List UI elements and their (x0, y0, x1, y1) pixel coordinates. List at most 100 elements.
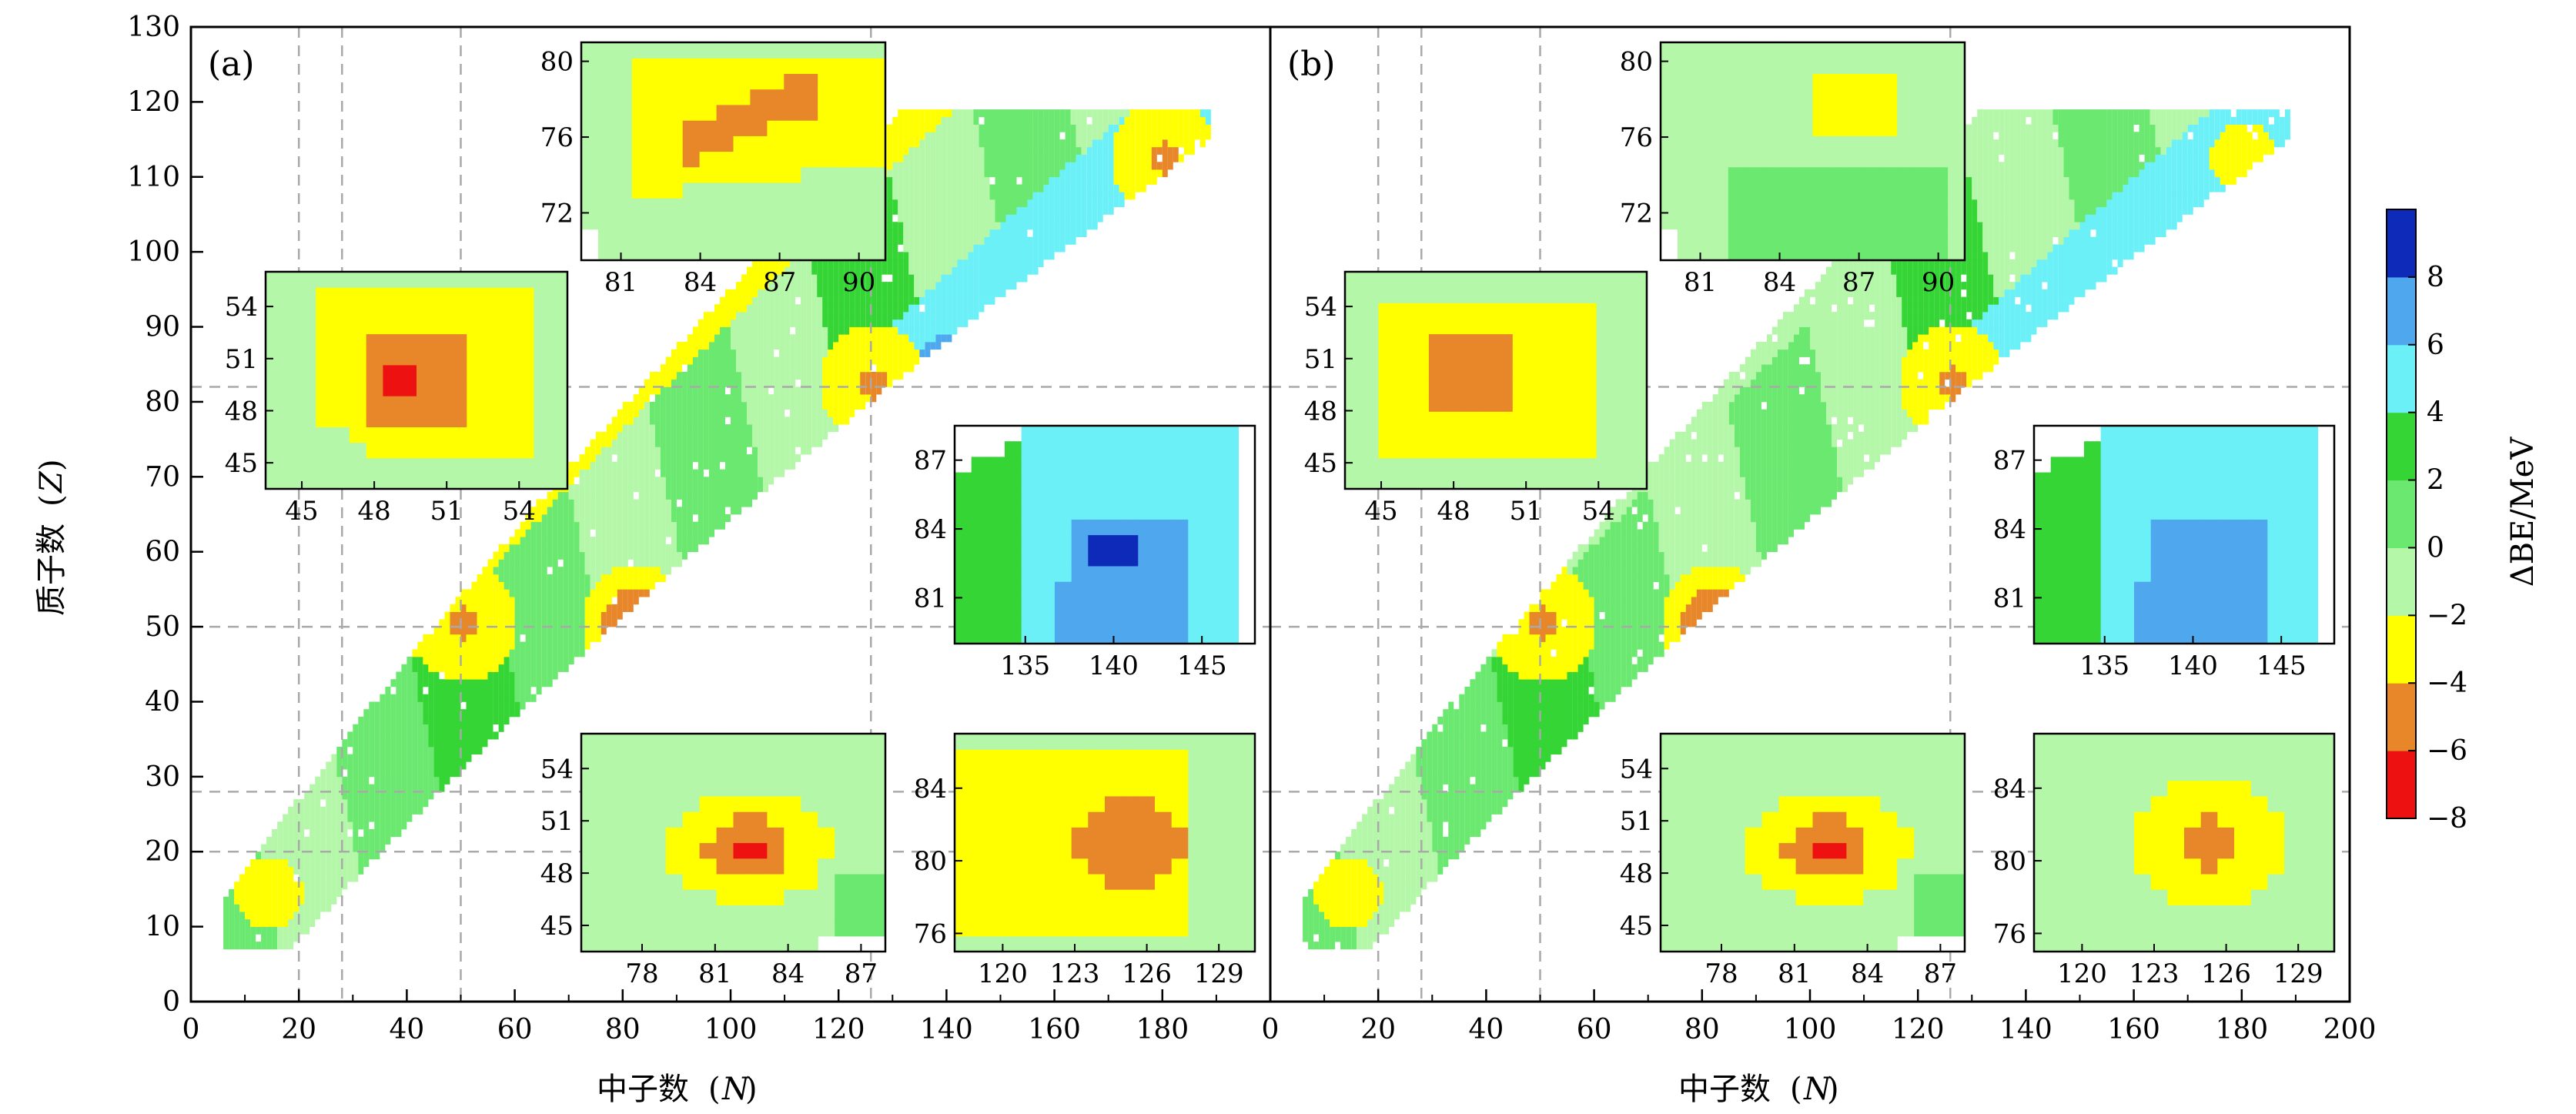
heatmap-cell (309, 836, 316, 845)
heatmap-cell (509, 544, 515, 553)
heatmap-cell (557, 581, 564, 590)
heatmap-cell (477, 657, 483, 665)
heatmap-cell (758, 477, 764, 485)
heatmap-cell (444, 761, 450, 770)
heatmap-cell (681, 386, 687, 395)
heatmap-cell (801, 312, 807, 320)
heatmap-cell (1146, 124, 1152, 132)
heatmap-cell (450, 739, 456, 748)
heatmap-cell (736, 447, 741, 455)
heatmap-cell (758, 394, 764, 403)
heatmap-cell (1378, 866, 1384, 875)
heatmap-cell (758, 356, 764, 365)
heatmap-cell (941, 334, 947, 343)
heatmap-cell (412, 799, 418, 808)
heatmap-cell (806, 416, 812, 425)
heatmap-cell (1097, 184, 1103, 192)
heatmap-cell (714, 521, 720, 530)
heatmap-cell (477, 634, 483, 642)
heatmap-cell (660, 507, 666, 515)
heatmap-cell (509, 671, 515, 680)
heatmap-cell (887, 342, 893, 350)
heatmap-cell (1070, 176, 1076, 185)
heatmap-cell (871, 349, 877, 357)
heatmap-cell (790, 356, 796, 365)
heatmap-cell (1097, 146, 1103, 155)
heatmap-cell (903, 282, 909, 290)
heatmap-cell (563, 634, 569, 642)
heatmap-cell (229, 942, 235, 950)
heatmap-cell (973, 252, 979, 260)
heatmap-cell (930, 109, 936, 118)
heatmap-cell (342, 739, 348, 748)
heatmap-cell (860, 356, 866, 365)
heatmap-cell (957, 154, 963, 162)
heatmap-cell (525, 537, 531, 545)
heatmap-cell (979, 304, 985, 313)
heatmap-cell (622, 484, 628, 493)
heatmap-cell (299, 844, 305, 852)
heatmap-cell (801, 304, 807, 313)
heatmap-cell (968, 296, 974, 305)
heatmap-cell (563, 551, 569, 560)
heatmap-cell (763, 379, 769, 387)
heatmap-cell (530, 634, 537, 642)
heatmap-cell (741, 469, 747, 477)
heatmap-cell (552, 574, 558, 582)
heatmap-cell (946, 124, 952, 132)
heatmap-cell (1432, 731, 1438, 740)
heatmap-cell (774, 447, 780, 455)
heatmap-cell (908, 274, 915, 283)
heatmap-cell (520, 537, 526, 545)
heatmap-cell (1405, 896, 1411, 905)
heatmap-cell (406, 657, 413, 665)
heatmap-cell (698, 364, 704, 373)
heatmap-cell (898, 146, 904, 155)
heatmap-cell (709, 349, 714, 357)
heatmap-cell (320, 821, 326, 830)
heatmap-cell (665, 477, 671, 485)
heatmap-cell (568, 484, 574, 493)
heatmap-cell (660, 514, 666, 523)
heatmap-cell (1005, 162, 1012, 170)
heatmap-cell (962, 176, 969, 185)
heatmap-cell (644, 574, 650, 582)
heatmap-cell (552, 611, 558, 620)
heatmap-cell (439, 709, 445, 718)
heatmap-cell (638, 559, 644, 567)
heatmap-cell (731, 386, 736, 395)
heatmap-cell (995, 289, 1001, 297)
heatmap-cell (1378, 821, 1384, 830)
heatmap-cell (741, 379, 747, 387)
heatmap-cell (509, 641, 515, 650)
heatmap-cell (758, 372, 764, 380)
heatmap-cell (1475, 694, 1481, 702)
heatmap-cell (509, 567, 515, 575)
heatmap-cell (617, 597, 623, 605)
heatmap-cell (1432, 769, 1438, 778)
heatmap-cell (622, 567, 628, 575)
heatmap-cell (358, 799, 364, 808)
heatmap-cell (595, 469, 601, 477)
heatmap-cell (1464, 701, 1470, 710)
heatmap-cell (801, 394, 807, 403)
heatmap-cell (450, 731, 456, 740)
heatmap-cell (849, 304, 855, 313)
heatmap-cell (892, 176, 898, 185)
heatmap-cell (785, 401, 791, 410)
heatmap-cell (806, 342, 812, 350)
heatmap-cell (347, 754, 353, 762)
heatmap-cell (984, 229, 990, 237)
heatmap-cell (774, 342, 780, 350)
heatmap-cell (1140, 132, 1146, 140)
heatmap-cell (1470, 784, 1476, 792)
heatmap-cell (779, 394, 785, 403)
heatmap-cell (903, 169, 909, 178)
heatmap-cell (838, 259, 845, 267)
heatmap-cell (627, 574, 634, 582)
heatmap-cell (1194, 132, 1200, 140)
heatmap-cell (347, 776, 353, 784)
heatmap-cell (703, 349, 709, 357)
heatmap-cell (1135, 139, 1141, 148)
heatmap-cell (498, 657, 504, 665)
